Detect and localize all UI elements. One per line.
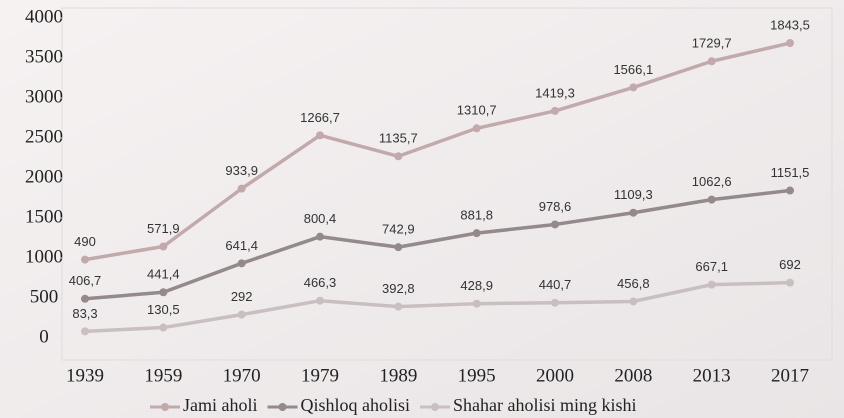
y-tick-label: 500 [30,286,59,307]
x-tick-label: 1979 [301,365,339,386]
data-label: 1843,5 [770,17,810,32]
y-tick-label: 3500 [25,46,63,67]
data-point [629,208,638,217]
y-tick-label: 2000 [25,166,63,187]
data-label: 800,4 [304,211,337,226]
data-point [707,280,716,289]
data-label: 881,8 [460,208,493,223]
data-point [629,83,638,92]
data-point [81,255,89,264]
data-point [786,39,794,48]
data-label: 933,9 [225,163,258,178]
legend-marker [161,403,169,411]
data-label: 742,9 [382,222,415,237]
data-label: 1062,6 [692,174,732,189]
legend-marker [431,403,440,411]
data-point [316,296,324,305]
y-tick-label: 0 [39,326,49,347]
x-tick-label: 2000 [536,365,574,386]
data-point [472,124,481,133]
data-label: 83,3 [72,306,97,321]
y-tick-label: 4000 [25,6,63,27]
data-point [237,259,246,268]
x-tick-label: 1995 [458,365,496,386]
data-label: 1135,7 [379,131,418,146]
legend-label: Jami aholi [183,395,258,415]
plot-frame [61,7,833,361]
x-tick-label: 2008 [614,365,652,386]
data-point [81,294,89,303]
data-label: 641,4 [225,238,258,253]
legend-marker [278,403,287,411]
data-label: 978,6 [539,199,572,214]
y-tick-label: 3000 [25,86,63,107]
data-point [551,106,559,115]
data-label: 1729,7 [692,36,732,51]
legend-label: Qishloq aholisi [301,395,411,415]
data-label: 692 [779,257,801,272]
data-point [159,288,168,297]
data-label: 1566,1 [613,62,653,77]
data-label: 1151,5 [771,165,810,180]
x-tick-label: 1939 [66,365,104,386]
data-label: 392,8 [382,281,415,296]
y-tick-label: 1000 [25,246,63,267]
x-tick-label: 1989 [379,365,417,386]
data-label: 1109,3 [614,187,653,202]
series-line [84,280,791,334]
data-point [159,242,168,251]
data-point [316,131,324,140]
data-point [472,229,481,238]
data-label: 406,7 [69,273,102,288]
data-point [159,323,168,332]
data-point [707,57,716,66]
data-point [394,243,403,252]
data-label: 1419,3 [535,85,575,100]
data-point [237,184,246,193]
data-point [81,327,89,336]
y-tick-label: 1500 [25,206,63,227]
series-line [84,41,791,262]
x-tick-label: 1970 [223,365,261,386]
data-label: 667,1 [695,259,728,274]
data-point [394,302,403,311]
data-label: 466,3 [304,275,337,290]
data-point [786,186,794,195]
data-label: 456,8 [617,276,650,291]
data-label: 490 [74,234,96,249]
data-label: 292 [231,289,253,304]
data-point [786,278,794,287]
data-point [707,195,716,204]
data-label: 571,9 [147,221,180,236]
data-label: 428,9 [460,278,493,293]
data-label: 440,7 [539,277,572,292]
y-tick-label: 2500 [25,126,63,147]
x-tick-label: 1959 [144,365,182,386]
data-label: 1266,7 [300,110,340,125]
x-tick-label: 2013 [693,365,731,386]
data-point [551,298,559,307]
data-point [237,310,246,319]
data-point [472,299,481,308]
legend-label: Shahar aholisi ming kishi [453,395,637,415]
data-point [629,297,638,306]
data-point [394,152,403,161]
data-point [316,232,324,241]
data-point [551,220,559,229]
series-line [84,188,791,301]
data-label: 441,4 [147,267,180,282]
data-label: 1310,7 [457,103,497,118]
x-tick-label: 2017 [771,365,809,386]
data-label: 130,5 [147,302,180,317]
